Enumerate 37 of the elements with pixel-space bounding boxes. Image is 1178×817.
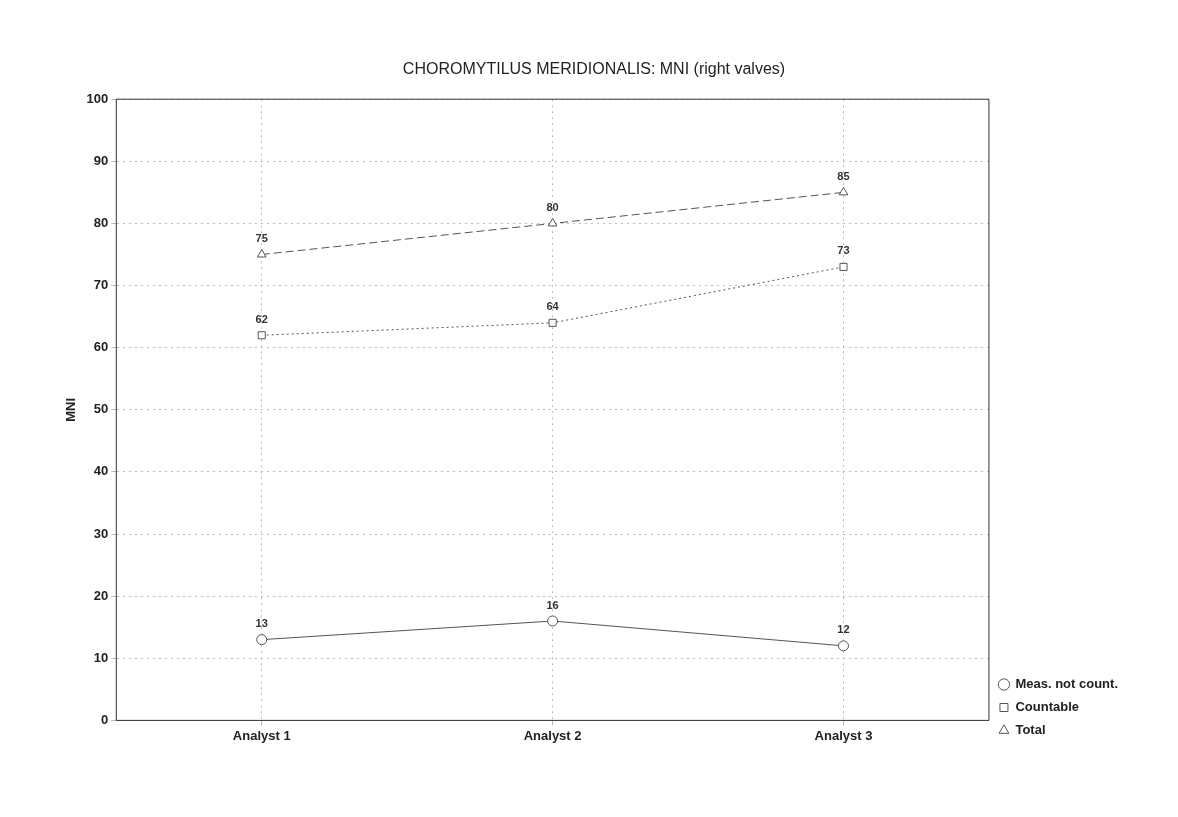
data-label: 64 [546,300,560,313]
point [839,262,848,271]
point [256,634,268,646]
data-label: 85 [837,169,850,182]
data-label: 75 [255,232,268,245]
x-tick-label: Analyst 2 [523,727,582,743]
legend-label: Countable [1015,699,1079,715]
legend-label: Meas. not count. [1015,676,1118,692]
point [548,318,557,327]
y-tick-label: 60 [93,339,109,355]
chart-title: CHOROMYTILUS MERIDIONALIS: MNI (right valves) [402,60,786,78]
y-axis-title: MNI [63,397,79,422]
data-label: 62 [255,312,268,325]
x-tick-label: Analyst 3 [814,727,873,743]
y-tick-label: 10 [93,649,109,665]
point [547,615,559,627]
y-tick-label: 50 [93,401,109,417]
y-tick-label: 20 [93,587,109,603]
y-tick-label: 0 [101,711,109,727]
x-tick-label: Analyst 1 [232,727,291,743]
legend-label: Total [1015,722,1046,738]
point [838,640,849,652]
data-label: 80 [546,200,559,213]
y-tick-label: 30 [93,525,109,541]
data-label: 16 [546,598,559,611]
data-label: 12 [837,623,850,636]
y-tick-label: 80 [93,215,109,231]
point [838,186,849,196]
y-tick-label: 40 [93,463,109,479]
point [547,217,558,227]
data-label: 73 [837,244,850,257]
point [257,331,266,340]
y-tick-label: 90 [93,152,109,168]
point [256,249,267,258]
data-label: 13 [255,617,268,630]
y-tick-label: 100 [86,90,109,106]
y-tick-label: 70 [93,277,109,293]
